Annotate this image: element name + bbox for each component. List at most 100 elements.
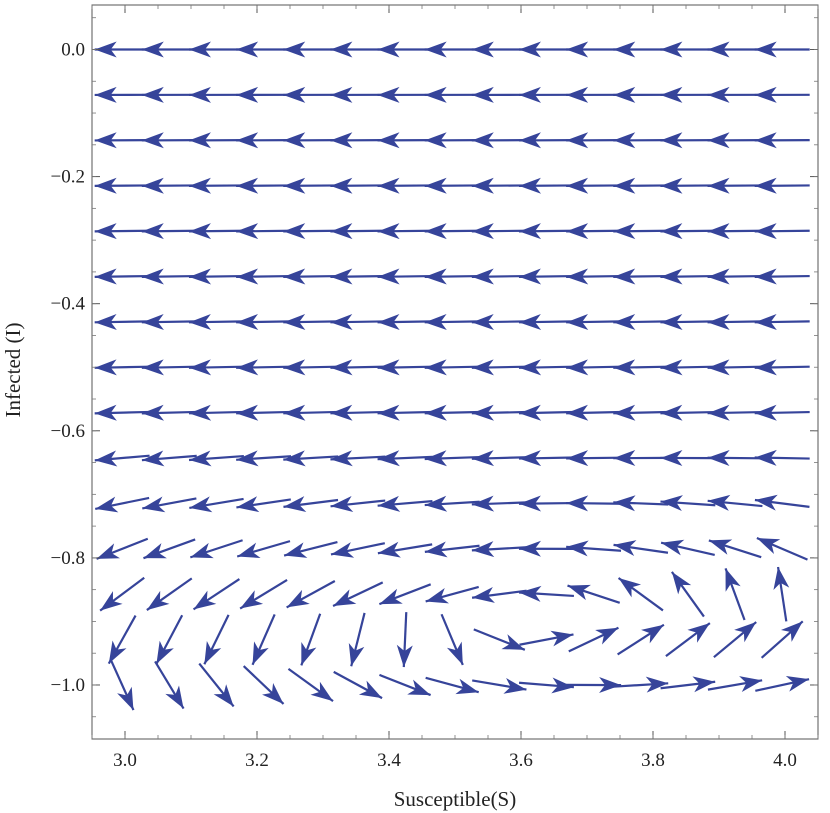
arrow-head xyxy=(283,359,306,376)
field-arrow xyxy=(300,613,322,666)
arrow-head xyxy=(377,541,401,558)
field-arrow xyxy=(236,268,292,285)
arrow-head xyxy=(661,539,685,556)
field-arrow xyxy=(330,359,386,376)
arrow-head xyxy=(188,223,212,240)
arrow-head xyxy=(446,641,463,665)
field-arrow xyxy=(377,404,433,421)
arrow-head xyxy=(660,495,683,512)
arrow-head xyxy=(660,268,683,285)
arrow-head xyxy=(754,223,777,240)
field-arrow xyxy=(518,495,574,512)
arrow-head xyxy=(141,404,165,421)
arrow-head xyxy=(424,450,447,467)
arrow-head xyxy=(262,682,284,704)
field-arrow xyxy=(473,628,526,651)
field-arrow xyxy=(471,177,527,194)
field-arrow xyxy=(377,313,433,330)
field-arrow xyxy=(377,541,433,558)
field-arrow xyxy=(471,495,527,512)
field-arrow xyxy=(141,223,197,240)
field-arrow xyxy=(330,223,386,240)
arrow-head xyxy=(193,590,217,610)
arrow-head xyxy=(141,268,164,285)
field-arrow xyxy=(754,268,810,285)
field-arrow xyxy=(518,223,574,240)
field-arrow xyxy=(330,177,386,194)
arrow-head xyxy=(641,624,664,644)
arrow-head xyxy=(671,571,692,595)
field-arrow xyxy=(567,584,621,604)
arrow-head xyxy=(707,449,730,466)
field-arrow xyxy=(660,450,716,467)
field-arrow xyxy=(471,86,527,103)
field-arrow xyxy=(471,313,527,330)
arrow-head xyxy=(141,359,164,376)
arrow-head xyxy=(330,132,353,149)
arrow-head xyxy=(424,359,447,376)
field-arrow xyxy=(471,223,527,240)
field-arrow xyxy=(665,622,711,658)
field-arrow xyxy=(379,673,432,697)
field-arrow xyxy=(660,132,716,149)
field-arrow xyxy=(754,223,810,240)
field-arrow xyxy=(613,495,669,512)
arrow-head xyxy=(754,132,777,149)
arrow-head xyxy=(613,268,636,285)
arrow-head xyxy=(141,86,164,103)
arrow-head xyxy=(754,177,777,194)
field-arrow xyxy=(566,41,622,58)
field-arrow xyxy=(141,41,197,58)
field-arrow xyxy=(471,359,527,376)
arrow-head xyxy=(566,223,589,240)
field-arrow xyxy=(188,223,244,240)
field-arrow xyxy=(94,223,150,240)
arrow-layer xyxy=(94,41,810,711)
arrow-head xyxy=(754,86,777,103)
field-arrow xyxy=(287,667,334,703)
field-arrow xyxy=(471,268,527,285)
field-arrow xyxy=(94,86,150,103)
field-arrow xyxy=(377,132,433,149)
arrow-head xyxy=(660,177,683,194)
field-arrow xyxy=(424,86,480,103)
field-arrow xyxy=(724,568,746,621)
x-tick-label: 3.6 xyxy=(509,750,533,771)
x-tick-label: 3.8 xyxy=(641,750,665,771)
field-arrow xyxy=(566,268,622,285)
field-arrow xyxy=(713,621,757,659)
field-arrow xyxy=(518,177,574,194)
arrow-head xyxy=(754,359,777,376)
field-arrow xyxy=(94,177,150,194)
arrow-head xyxy=(236,450,259,467)
field-arrow xyxy=(707,676,763,692)
field-arrow xyxy=(613,450,669,467)
field-arrow xyxy=(396,612,413,668)
field-arrow xyxy=(330,268,386,285)
arrow-head xyxy=(94,313,117,330)
field-arrow xyxy=(660,539,715,556)
arrow-head xyxy=(377,313,400,330)
arrow-head xyxy=(756,538,781,555)
arrow-head xyxy=(471,450,495,467)
field-arrow xyxy=(707,132,763,149)
arrow-head xyxy=(188,268,212,285)
field-arrow xyxy=(188,177,244,194)
field-arrow xyxy=(424,541,480,558)
arrow-head xyxy=(425,587,449,604)
field-arrow xyxy=(566,86,622,103)
field-arrow xyxy=(377,177,433,194)
arrow-head xyxy=(284,542,308,558)
arrow-head xyxy=(407,679,431,696)
arrow-head xyxy=(141,132,164,149)
field-arrow xyxy=(660,359,716,376)
field-arrow xyxy=(519,630,574,647)
arrow-head xyxy=(708,539,733,555)
field-arrow xyxy=(613,540,669,556)
field-arrow xyxy=(660,268,716,285)
arrow-head xyxy=(240,590,264,609)
field-arrow xyxy=(141,132,197,149)
arrow-head xyxy=(94,177,117,194)
arrow-head xyxy=(283,86,306,103)
arrow-head xyxy=(687,623,710,643)
